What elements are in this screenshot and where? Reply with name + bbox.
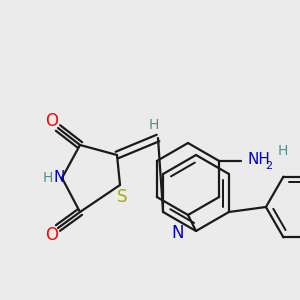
Text: H: H [149, 118, 159, 132]
Text: 2: 2 [266, 161, 273, 171]
Text: H: H [278, 144, 288, 158]
Text: O: O [46, 226, 59, 244]
Text: O: O [46, 112, 59, 130]
Text: H: H [43, 171, 53, 185]
Text: NH: NH [248, 152, 271, 166]
Text: N: N [172, 224, 184, 242]
Text: N: N [53, 170, 65, 185]
Text: S: S [117, 188, 127, 206]
